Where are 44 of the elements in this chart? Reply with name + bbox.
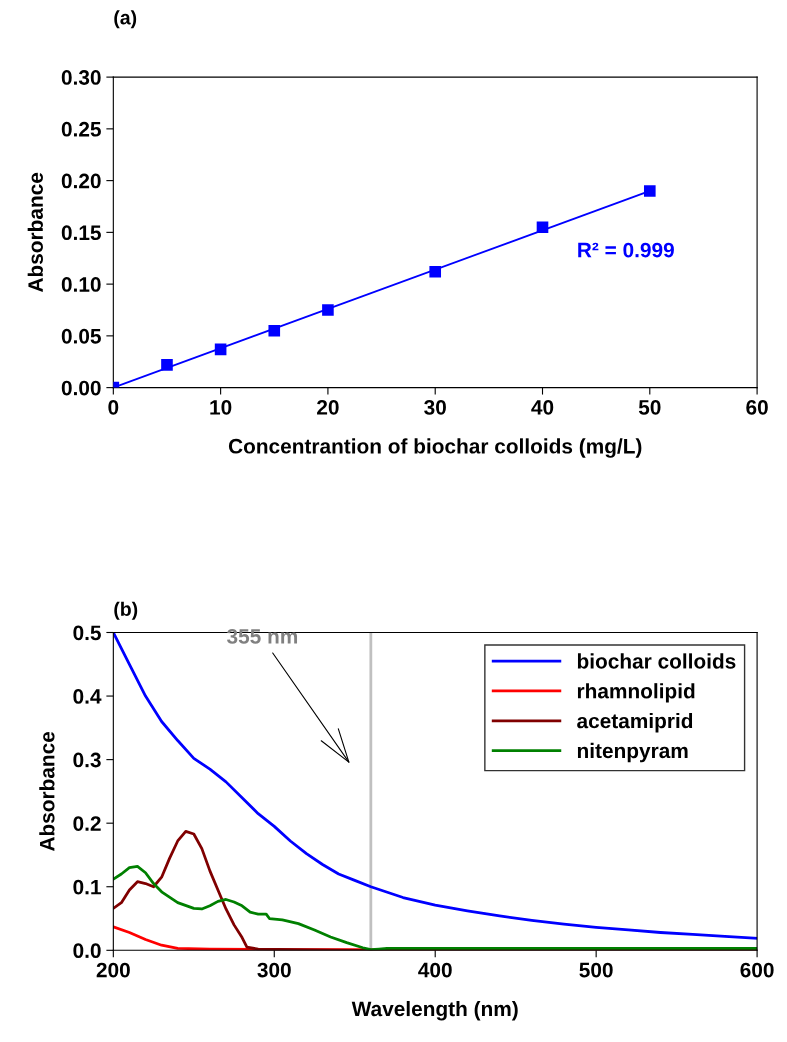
point [268,324,281,337]
legend-label: rhamnolipid [577,683,695,703]
y-tick-label: 0.30 [61,70,101,85]
point [161,359,173,371]
x-tick-label: 0 [108,399,119,415]
annotation: R² = 0.999 [578,242,674,258]
y-tick-label: 0.5 [73,625,101,641]
point [536,221,549,233]
chart-title: (a) [114,10,137,29]
x-axis-title: Concentrantion of biochar colloids (mg/L) [228,438,642,458]
y-tick-label: 0.15 [61,225,101,241]
legend-label: biochar colloids [577,653,736,669]
x-axis-title: Wavelength (nm) [351,1000,518,1021]
y-tick-label: 0.0 [73,943,101,959]
legend-label: acetamiprid [577,713,693,733]
legend-label: nitenpyram [577,742,688,763]
x-tick-label: 300 [257,962,291,978]
x-tick-label: 40 [531,399,554,415]
x-tick-label: 50 [638,399,661,415]
x-tick-label: 20 [317,399,339,415]
point [322,304,334,316]
y-tick-label: 0.25 [61,121,101,137]
point [429,265,442,278]
annotation: 355 nm [227,629,298,644]
y-tick-label: 0.2 [73,816,101,831]
x-tick-label: 200 [96,962,130,978]
y-tick-label: 0.4 [73,689,102,704]
y-tick-label: 0.00 [61,380,101,396]
chart-title: (b) [114,601,138,620]
y-tick-label: 0.20 [61,173,101,189]
y-tick-label: 0.05 [61,328,101,344]
y-tick-label: 0.10 [61,277,101,292]
x-tick-label: 10 [210,399,232,415]
y-tick-label: 0.3 [73,752,101,768]
x-tick-label: 500 [579,962,613,978]
point [214,343,227,356]
x-tick-label: 60 [746,399,768,415]
y-tick-label: 0.1 [73,879,101,895]
y-axis-title: Absorbance [39,731,55,852]
y-axis-title: Absorbance [27,172,43,293]
point [643,185,656,197]
x-tick-label: 400 [418,962,452,978]
x-tick-label: 30 [424,399,446,415]
x-tick-label: 600 [740,962,774,978]
